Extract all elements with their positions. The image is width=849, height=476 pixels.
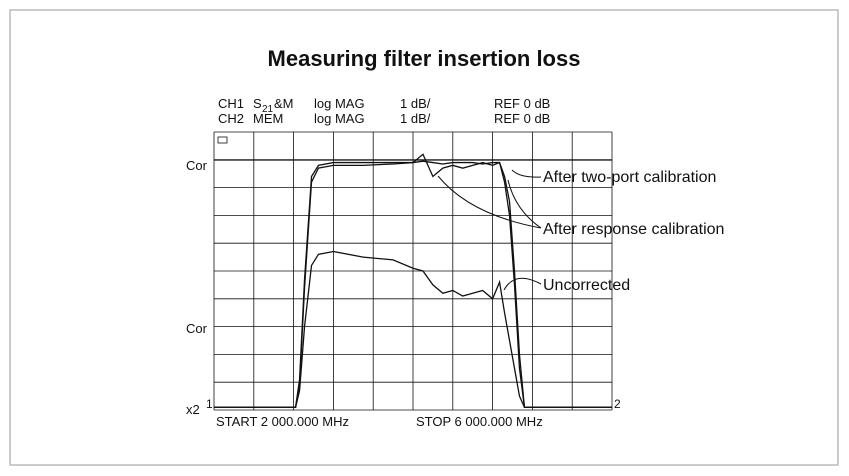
header-text: 21 <box>262 104 274 115</box>
trace-label: After response calibration <box>543 221 724 238</box>
header-text: CH2 <box>218 111 244 126</box>
trace <box>214 153 612 408</box>
ref-label: Cor <box>186 321 208 336</box>
header-text: log MAG <box>314 111 365 126</box>
arrow <box>437 175 542 229</box>
marker-label: 2 <box>614 397 621 411</box>
frame <box>9 9 839 466</box>
header-text: 1 dB/ <box>400 111 431 126</box>
trace-label: After two-port calibration <box>543 169 716 186</box>
trace <box>214 160 612 408</box>
arrow <box>511 169 542 178</box>
stop-label: STOP 6 000.000 MHz <box>416 414 543 429</box>
icon <box>217 136 228 144</box>
trace-label: Uncorrected <box>543 277 630 294</box>
header-text: CH1 <box>218 96 244 111</box>
header-text: REF 0 dB <box>494 111 550 126</box>
arrow <box>503 277 542 291</box>
title: Measuring filter insertion loss <box>268 46 581 71</box>
header-text: REF 0 dB <box>494 96 550 111</box>
header-text: log MAG <box>314 96 365 111</box>
arrows <box>437 169 542 291</box>
traces <box>214 153 612 408</box>
ref-label: Cor <box>186 158 208 173</box>
header-text: &M <box>274 96 294 111</box>
scale-label: x2 <box>186 402 200 417</box>
marker-label: 1 <box>206 397 213 411</box>
arrow <box>507 179 542 229</box>
header: CH1 S 21 &M log MAG 1 dB/ REF 0 dB CH2 M… <box>218 96 550 126</box>
start-label: START 2 000.000 MHz <box>216 414 349 429</box>
header-text: S <box>253 96 262 111</box>
header-text: 1 dB/ <box>400 96 431 111</box>
header-text: MEM <box>253 111 283 126</box>
trace <box>214 250 612 408</box>
